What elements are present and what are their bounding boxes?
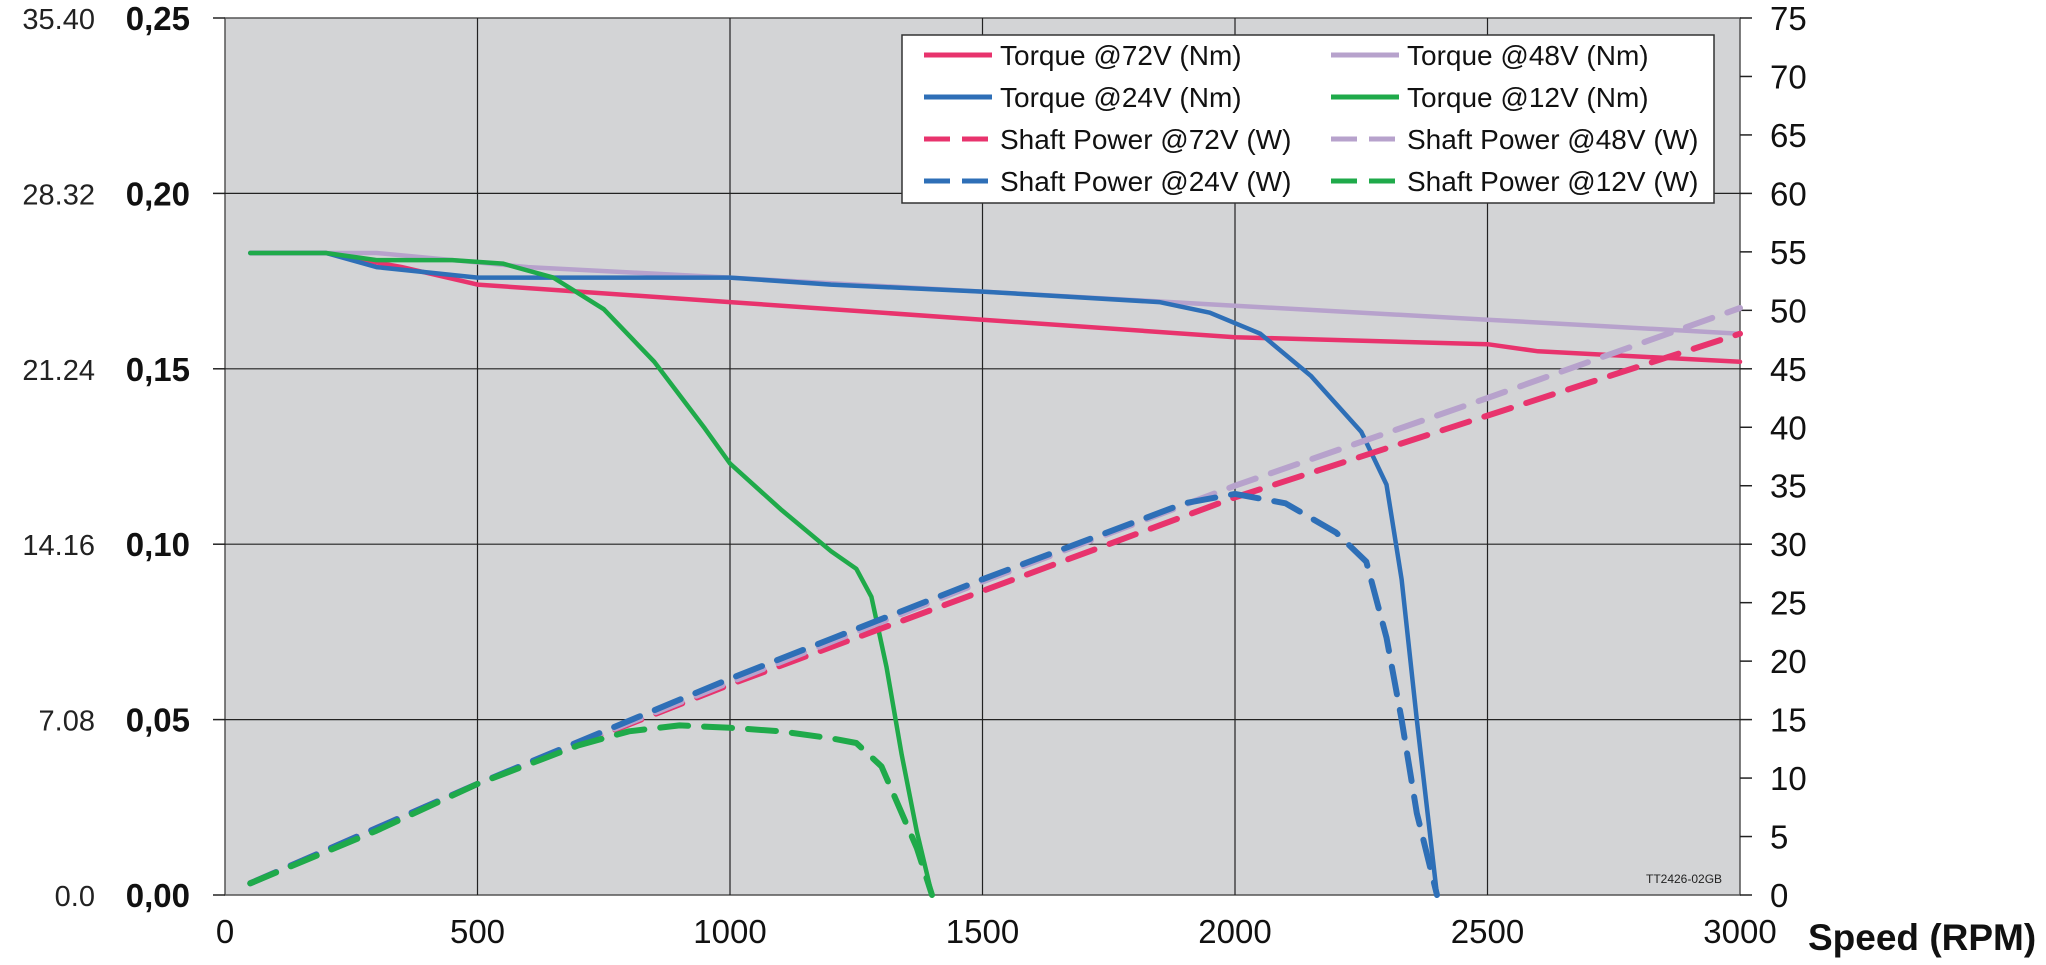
y-tick-label-torque-nm: 0,00 [126,877,190,914]
legend-label: Shaft Power @24V (W) [1000,166,1291,197]
x-tick-label: 2000 [1198,913,1271,950]
legend-label: Shaft Power @72V (W) [1000,124,1291,155]
y-tick-label-torque-ozin: 21.24 [22,355,95,387]
y-tick-label-torque-ozin: 0.0 [55,881,95,913]
y-tick-label-torque-nm: 0,05 [126,702,190,739]
series-line-torque-72v-nm [248,250,1743,365]
y-tick-label-power: 45 [1770,351,1807,388]
y-tick-label-torque-nm: 0,20 [126,175,190,212]
legend: Torque @72V (Nm) Torque @48V (Nm) Torque @… [901,34,1715,204]
figure-code-label: TT2426-02GB [1646,872,1722,886]
y-tick-label-torque-ozin: 14.16 [22,530,95,562]
y-tick-label-torque-nm: 0,15 [126,351,190,388]
x-tick-label: 2500 [1451,913,1524,950]
legend-label: Torque @48V (Nm) [1407,40,1649,71]
y-tick-label-power: 55 [1770,234,1807,271]
y-tick-label-torque-ozin: 35.40 [22,4,95,36]
y-tick-label-power: 15 [1770,702,1807,739]
x-tick-label: 500 [450,913,505,950]
legend-label: Torque @72V (Nm) [1000,40,1242,71]
y-tick-label-power: 40 [1770,409,1807,446]
legend-label: Torque @12V (Nm) [1407,82,1649,113]
x-axis-label: Speed (RPM) [1808,917,2036,958]
legend-label: Shaft Power @48V (W) [1407,124,1698,155]
y-tick-label-power: 30 [1770,526,1807,563]
y-tick-label-power: 0 [1770,877,1788,914]
y-tick-label-torque-ozin: 28.32 [22,179,95,211]
x-tick-label: 1000 [693,913,766,950]
legend-label: Shaft Power @12V (W) [1407,166,1698,197]
y-tick-label-torque-nm: 0,25 [126,0,190,37]
x-tick-label: 3000 [1703,913,1776,950]
y-tick-label-torque-nm: 0,10 [126,526,190,563]
y-tick-label-power: 75 [1770,0,1807,37]
y-tick-label-power: 65 [1770,117,1807,154]
legend-box [901,34,1715,204]
y-tick-label-power: 25 [1770,585,1807,622]
series-line-torque-12v-nm [248,250,935,898]
x-tick-label: 1500 [946,913,1019,950]
y-tick-label-power: 10 [1770,760,1807,797]
legend-label: Torque @24V (Nm) [1000,82,1242,113]
series-line-shaft-power-12v-w [247,722,935,898]
series-line-shaft-power-24v-w [247,490,1440,898]
x-tick-label: 0 [216,913,234,950]
series-layer [247,250,1743,898]
y-tick-label-power: 70 [1770,58,1807,95]
y-tick-label-power: 5 [1770,819,1788,856]
y-tick-label-power: 60 [1770,175,1807,212]
y-tick-label-power: 35 [1770,468,1807,505]
axis-layer: 0 500 1000 1500 2000 2500 30000,000.00,057.080… [22,0,1806,950]
y-tick-label-power: 50 [1770,292,1807,329]
y-tick-label-power: 20 [1770,643,1807,680]
y-tick-label-torque-ozin: 7.08 [39,706,95,738]
series-line-torque-24v-nm [248,250,1440,898]
